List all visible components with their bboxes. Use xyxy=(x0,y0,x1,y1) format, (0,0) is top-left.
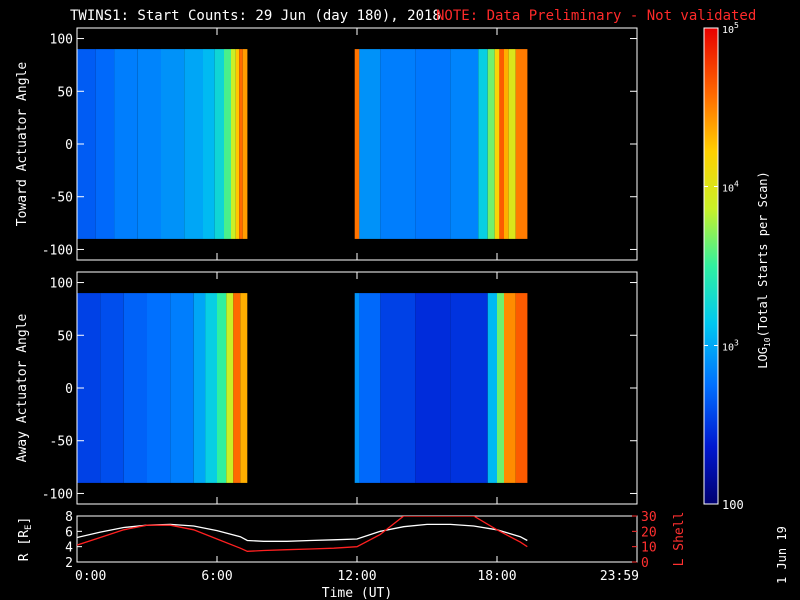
toward-ytick-label: 50 xyxy=(57,85,73,100)
away-heat-segment xyxy=(354,293,360,483)
colorbar-tick-label: 105 xyxy=(722,21,739,36)
toward-ytick-label: -100 xyxy=(42,243,73,258)
chart-title: TWINS1: Start Counts: 29 Jun (day 180), … xyxy=(70,8,441,24)
time-xtick-label: 18:00 xyxy=(477,569,516,584)
toward-heat-segment xyxy=(114,49,138,239)
toward-heat-segment xyxy=(184,49,203,239)
toward-heat-segment xyxy=(354,49,360,239)
l-shell-ylabel: L Shell xyxy=(672,512,687,567)
toward-heat-segment xyxy=(499,49,504,239)
away-heat-segment xyxy=(515,293,528,483)
away-heat-segment xyxy=(504,293,516,483)
toward-heat-segment xyxy=(239,49,243,239)
r-ylabel: R [RE] xyxy=(17,517,34,562)
toward-heat-segment xyxy=(137,49,161,239)
l-ytick-label: 20 xyxy=(641,525,657,540)
toward-heat-segment xyxy=(235,49,240,239)
away-heat-segment xyxy=(497,293,504,483)
away-heat-segment xyxy=(233,293,241,483)
date-stamp: 1 Jun 19 xyxy=(775,526,789,584)
l-ytick-label: 0 xyxy=(641,556,649,571)
r-distance-line xyxy=(77,523,528,542)
away-ytick-label: 100 xyxy=(50,277,73,292)
toward-heat-segment xyxy=(504,49,509,239)
r-ytick-label: 2 xyxy=(65,556,73,571)
time-xlabel: Time (UT) xyxy=(322,586,392,600)
away-heat-segment xyxy=(359,293,381,483)
toward-heat-segment xyxy=(77,49,96,239)
away-ylabel: Away Actuator Angle xyxy=(15,313,30,462)
colorbar-gradient xyxy=(704,28,718,504)
away-heat-segment xyxy=(380,293,416,483)
away-heat-segment xyxy=(415,293,451,483)
away-ytick-label: -50 xyxy=(50,435,73,450)
away-heat-segment xyxy=(450,293,488,483)
time-xtick-label: 0:00 xyxy=(75,569,106,584)
toward-heat-segment xyxy=(359,49,381,239)
away-heat-segment xyxy=(170,293,194,483)
away-heat-segment xyxy=(100,293,124,483)
away-heat-segment xyxy=(240,293,248,483)
colorbar-tick-label: 104 xyxy=(722,180,739,195)
colorbar-label: LOG10(Total Starts per Scan) xyxy=(756,171,772,369)
toward-ytick-label: -50 xyxy=(50,191,73,206)
toward-ylabel: Toward Actuator Angle xyxy=(15,62,30,227)
l-ytick-label: 30 xyxy=(641,510,657,525)
away-heat-segment xyxy=(147,293,171,483)
away-heat-segment xyxy=(123,293,147,483)
toward-heat-segment xyxy=(95,49,115,239)
away-heat-segment xyxy=(217,293,227,483)
toward-heat-segment xyxy=(487,49,495,239)
l-ytick-label: 10 xyxy=(641,541,657,556)
away-heat-segment xyxy=(226,293,234,483)
away-ytick-label: -100 xyxy=(42,487,73,502)
toward-ytick-label: 100 xyxy=(50,33,73,48)
toward-heat-segment xyxy=(508,49,516,239)
time-xtick-label: 12:00 xyxy=(337,569,376,584)
time-xtick-label: 23:59 xyxy=(600,569,639,584)
colorbar-frame xyxy=(703,27,719,505)
colorbar-tick-label: 103 xyxy=(722,338,739,353)
toward-heat-segment xyxy=(494,49,500,239)
toward-heat-segment xyxy=(515,49,528,239)
away-angle-panel: 100 50 0 -50 -100 Away Actuator Angle xyxy=(15,271,638,505)
toward-heat-segment xyxy=(450,49,479,239)
away-heat-segment xyxy=(77,293,101,483)
toward-heat-segment xyxy=(224,49,231,239)
toward-heat-segment xyxy=(380,49,416,239)
toward-heat-segment xyxy=(231,49,236,239)
away-heat-segment xyxy=(205,293,217,483)
toward-heat-segment xyxy=(214,49,224,239)
away-heat-segment xyxy=(193,293,206,483)
colorbar-tick-label: 100 xyxy=(722,498,744,512)
l-shell-line xyxy=(77,516,528,552)
colorbar: 105 104 103 100 LOG10(Total Starts per Scan… xyxy=(703,21,772,512)
toward-heat-segment xyxy=(478,49,488,239)
away-ytick-label: 50 xyxy=(57,329,73,344)
away-heat-segment xyxy=(487,293,497,483)
toward-heat-segment xyxy=(203,49,215,239)
r-ytick-label: 4 xyxy=(65,541,73,556)
toward-ytick-label: 0 xyxy=(65,138,73,153)
r-ytick-label: 8 xyxy=(65,510,73,525)
preliminary-note: NOTE: Data Preliminary - Not validated xyxy=(436,8,756,24)
away-ytick-label: 0 xyxy=(65,382,73,397)
toward-angle-panel: 100 50 0 -50 -100 Toward Actuator Angle xyxy=(15,27,638,261)
toward-heat-segment xyxy=(161,49,185,239)
toward-heat-segment xyxy=(415,49,451,239)
r-ytick-label: 6 xyxy=(65,525,73,540)
toward-heat-segment xyxy=(242,49,248,239)
time-xtick-label: 6:00 xyxy=(201,569,232,584)
